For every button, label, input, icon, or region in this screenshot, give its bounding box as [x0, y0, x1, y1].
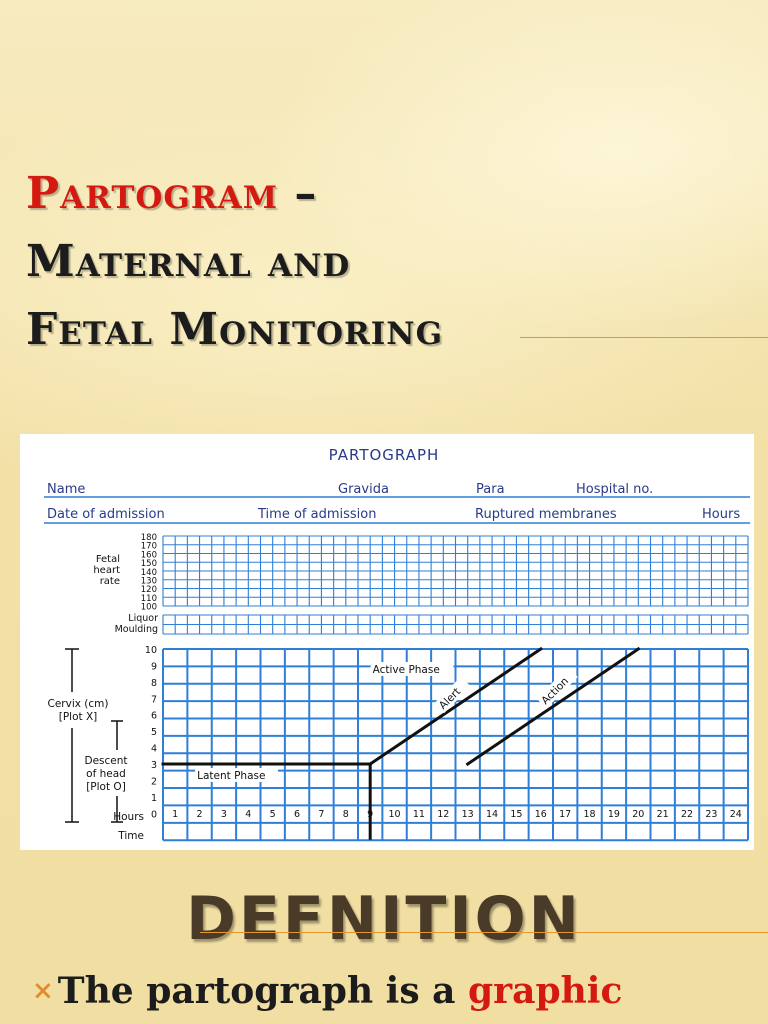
hours-row-label: Hours — [113, 811, 144, 823]
section-heading: DEFNITION — [186, 884, 582, 954]
active-phase-label: Active Phase — [373, 664, 440, 676]
label-para: Para — [476, 482, 505, 497]
fhr-tick-label: 180 — [141, 533, 157, 543]
fhr-tick-label: 130 — [141, 577, 157, 587]
time-row-label: Time — [117, 830, 144, 842]
title-line-2: Maternal and — [26, 236, 351, 287]
phase-lines — [161, 646, 641, 840]
hour-number: 8 — [343, 809, 349, 820]
bullet-x-icon: × — [32, 976, 54, 1006]
hour-number: 16 — [535, 809, 547, 820]
hour-number: 12 — [437, 809, 449, 820]
hour-number: 4 — [245, 809, 251, 820]
label-hospital-no: Hospital no. — [576, 482, 653, 497]
hour-number: 11 — [413, 809, 425, 820]
fhr-tick-label: 140 — [141, 568, 157, 578]
fhr-tick-label: 110 — [141, 594, 157, 604]
hour-number: 1 — [172, 809, 178, 820]
bullet-item: × The partograph is a graphic — [32, 970, 622, 1012]
hour-number: 6 — [294, 809, 300, 820]
fhr-tick-label: 170 — [141, 542, 157, 552]
alert-line — [368, 646, 543, 767]
fhr-label-1: Fetal — [96, 554, 120, 565]
cervix-tick-label: 5 — [151, 727, 157, 738]
fhr-label-3: rate — [100, 576, 120, 587]
hour-number: 20 — [632, 809, 644, 820]
title-line-1: Partogram – — [26, 160, 443, 228]
cervix-tick-label: 3 — [151, 760, 157, 771]
descent-label-3: [Plot O] — [86, 781, 126, 793]
label-name: Name — [47, 482, 85, 497]
hour-number: 13 — [462, 809, 474, 820]
action-line — [465, 646, 641, 767]
hour-number: 23 — [705, 809, 717, 820]
fhr-tick-label: 120 — [141, 585, 157, 595]
slide-title: Partogram – Maternal and Fetal Monitorin… — [26, 160, 443, 364]
hour-number: 2 — [197, 809, 203, 820]
cervix-label-2: [Plot X] — [59, 711, 98, 723]
cervix-tick-label: 1 — [151, 793, 157, 804]
bullet-text: The partograph is a — [57, 970, 468, 1012]
cervix-tick-label: 7 — [151, 694, 157, 705]
hour-number: 15 — [510, 809, 522, 820]
label-gravida: Gravida — [338, 482, 389, 497]
cervix-label-1: Cervix (cm) — [48, 698, 109, 710]
hour-number: 5 — [270, 809, 276, 820]
hour-number: 24 — [730, 809, 742, 820]
hour-number: 7 — [318, 809, 324, 820]
cervix-tick-label: 6 — [151, 711, 157, 722]
cervix-tick-label: 9 — [151, 661, 157, 672]
hour-number: 14 — [486, 809, 498, 820]
hour-number: 21 — [657, 809, 669, 820]
title-line-3: Fetal Monitoring — [26, 304, 444, 355]
heading-divider — [200, 932, 768, 933]
hour-number: 22 — [681, 809, 693, 820]
title-divider — [520, 337, 768, 338]
latent-phase-label-bg — [195, 767, 278, 782]
title-dash: – — [278, 168, 318, 219]
label-ruptured-membranes: Ruptured membranes — [475, 507, 617, 522]
partograph-title: PARTOGRAPH — [329, 446, 440, 464]
fhr-tick-label: 150 — [141, 559, 157, 569]
alert-label-bg — [434, 676, 471, 714]
action-label-bg — [536, 667, 578, 709]
descent-label-2: of head — [86, 768, 126, 780]
hour-number: 3 — [221, 809, 227, 820]
hour-number: 18 — [584, 809, 596, 820]
liquor-label: Liquor — [128, 613, 158, 624]
fhr-tick-label: 100 — [141, 603, 157, 613]
label-date-admission: Date of admission — [47, 507, 165, 522]
hour-number: 17 — [559, 809, 571, 820]
cervix-tick-label: 2 — [151, 776, 157, 787]
latent-phase-label: Latent Phase — [197, 770, 265, 782]
active-phase-label-bg — [370, 662, 454, 676]
label-hours-header: Hours — [702, 507, 740, 522]
hour-number: 19 — [608, 809, 620, 820]
descent-label-1: Descent — [84, 755, 127, 767]
cervix-tick-label: 8 — [151, 678, 157, 689]
cervix-tick-label: 10 — [145, 645, 157, 656]
bullet-highlight: graphic — [467, 970, 623, 1012]
liquor-grid — [162, 614, 749, 635]
fhr-tick-label: 160 — [141, 550, 157, 560]
cervix-tick-label: 0 — [151, 809, 157, 820]
descent-bracket — [111, 720, 123, 823]
moulding-label: Moulding — [115, 624, 158, 635]
fhr-label-2: heart — [93, 565, 120, 576]
hour-number: 10 — [389, 809, 401, 820]
title-partogram: Partogram — [26, 168, 279, 219]
partograph-svg: PARTOGRAPH Name Gravida Para Hospital no… — [44, 446, 750, 842]
partograph-figure: PARTOGRAPH Name Gravida Para Hospital no… — [20, 434, 754, 850]
label-time-admission: Time of admission — [257, 507, 376, 522]
labour-grid — [162, 648, 749, 842]
fhr-grid — [162, 535, 749, 607]
cervix-bracket — [65, 648, 79, 823]
cervix-tick-label: 4 — [151, 744, 157, 755]
